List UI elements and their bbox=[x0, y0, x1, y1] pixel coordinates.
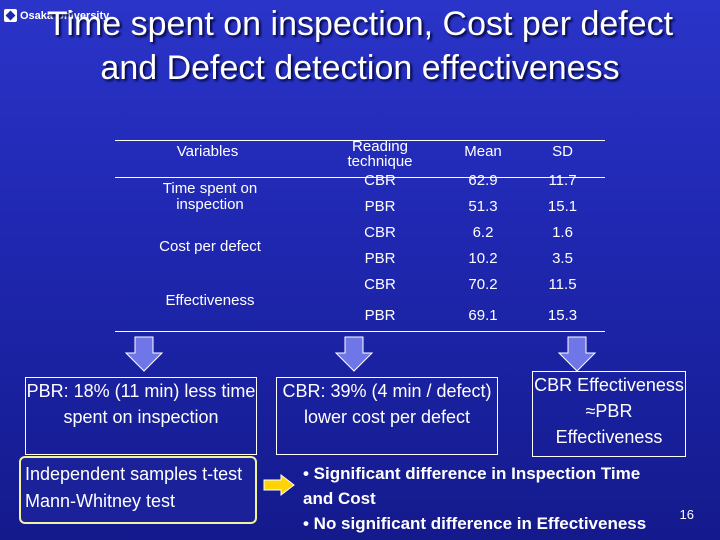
technique-cell: CBR bbox=[364, 224, 396, 241]
result-summary: • Significant difference in Inspection T… bbox=[303, 461, 703, 536]
down-arrow-icon bbox=[557, 336, 597, 372]
sd-cell: 11.7 bbox=[548, 172, 577, 189]
university-logo: Osaka University bbox=[4, 9, 109, 22]
header-reading-technique: Reading technique bbox=[347, 138, 413, 170]
header-variables: Variables bbox=[176, 143, 239, 160]
finding-cost-box: CBR: 39% (4 min / defect) lower cost per… bbox=[276, 377, 498, 455]
technique-cell: PBR bbox=[364, 250, 396, 267]
header-sd: SD bbox=[552, 143, 573, 160]
mean-cell: 70.2 bbox=[468, 276, 498, 293]
variable-effectiveness: Effectiveness bbox=[165, 292, 255, 309]
sd-cell: 15.1 bbox=[547, 198, 578, 215]
mean-cell: 51.3 bbox=[468, 198, 498, 215]
finding-effectiveness-box: CBR Effectiveness ≈PBR Effectiveness bbox=[532, 371, 686, 457]
down-arrow-icon bbox=[124, 336, 164, 372]
statistical-tests-box: Independent samples t-test Mann-Whitney … bbox=[19, 456, 257, 524]
mean-cell: 6.2 bbox=[472, 224, 494, 241]
slide-title: Time spent on inspection, Cost per defec… bbox=[46, 5, 674, 87]
mean-cell: 69.1 bbox=[468, 307, 498, 324]
sd-cell: 11.5 bbox=[548, 276, 577, 293]
variable-time-spent: Time spent on inspection bbox=[162, 180, 258, 213]
technique-cell: CBR bbox=[364, 276, 396, 293]
university-logo-icon bbox=[4, 9, 17, 22]
result-line-3: • No significant difference in Effective… bbox=[303, 514, 647, 533]
table-header-divider bbox=[115, 177, 605, 178]
result-line-1: • Significant difference in Inspection T… bbox=[303, 464, 641, 483]
test-line-1: Independent samples t-test bbox=[25, 464, 243, 484]
mean-cell: 10.2 bbox=[468, 250, 498, 267]
test-line-2: Mann-Whitney test bbox=[25, 491, 176, 511]
sd-cell: 1.6 bbox=[552, 224, 573, 241]
page-number: 16 bbox=[679, 507, 694, 522]
variable-cost-per-defect: Cost per defect bbox=[159, 238, 261, 255]
university-logo-text: Osaka University bbox=[20, 9, 110, 22]
technique-cell: PBR bbox=[364, 198, 396, 215]
results-table bbox=[115, 140, 605, 332]
technique-cell: PBR bbox=[364, 307, 396, 324]
technique-cell: CBR bbox=[364, 172, 396, 189]
result-line-2: and Cost bbox=[303, 489, 376, 508]
finding-time-box: PBR: 18% (11 min) less time spent on ins… bbox=[25, 377, 257, 455]
down-arrow-icon bbox=[334, 336, 374, 372]
sd-cell: 15.3 bbox=[547, 307, 578, 324]
header-mean: Mean bbox=[464, 143, 502, 160]
sd-cell: 3.5 bbox=[552, 250, 573, 267]
mean-cell: 62.9 bbox=[468, 172, 498, 189]
right-arrow-icon bbox=[263, 474, 295, 496]
